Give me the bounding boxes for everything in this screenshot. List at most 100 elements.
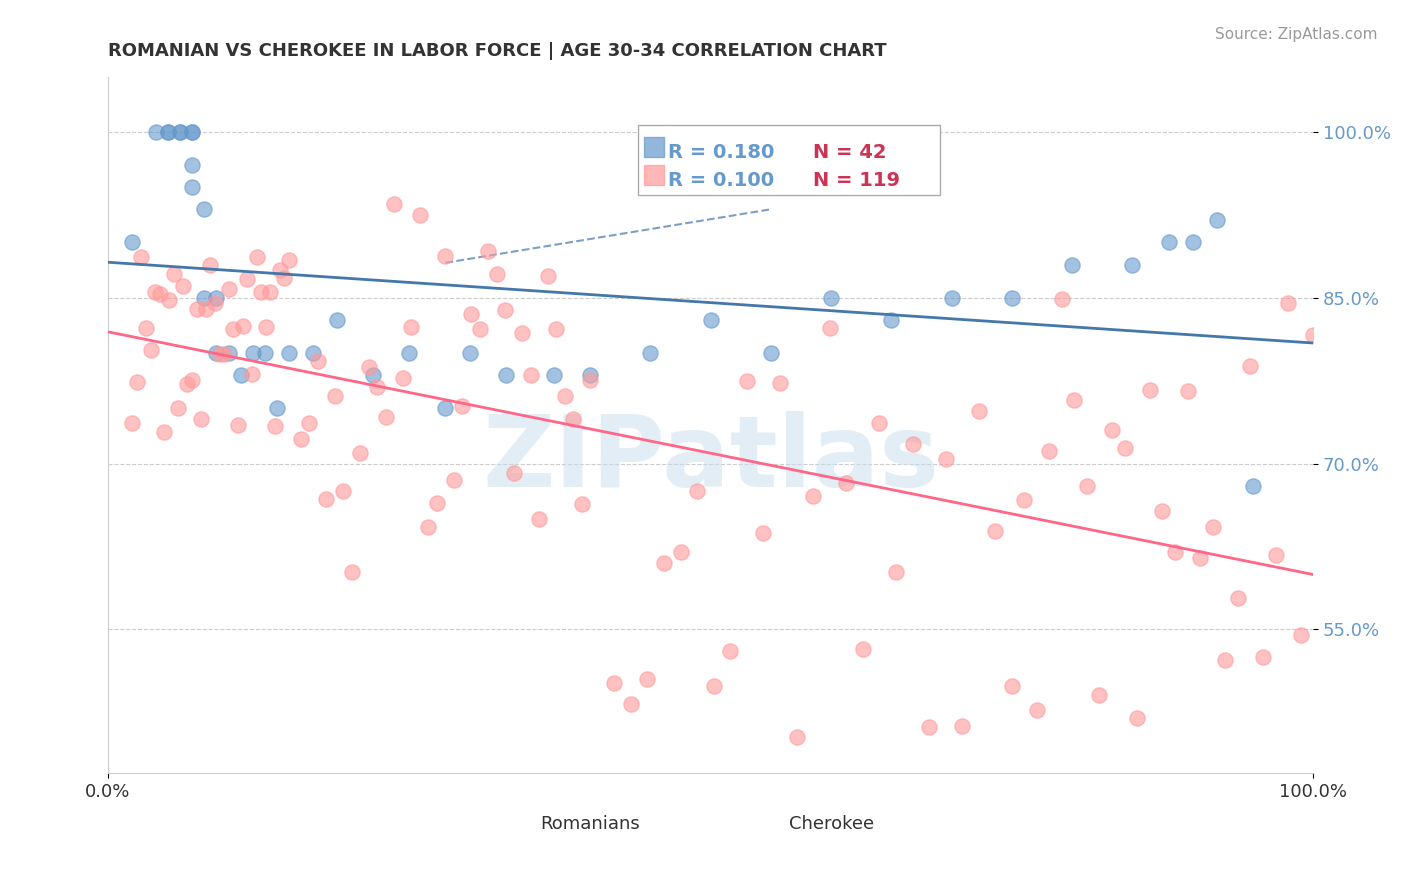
Point	[167, 401, 190, 416]
Point	[357, 359, 380, 374]
Point	[162, 268, 184, 282]
Point	[495, 368, 517, 383]
Point	[259, 285, 281, 299]
Text: ROMANIAN VS CHEROKEE IN LABOR FORCE | AGE 30-34 CORRELATION CHART: ROMANIAN VS CHEROKEE IN LABOR FORCE | AG…	[108, 42, 887, 60]
Point	[494, 303, 516, 318]
Text: R = 0.100: R = 0.100	[668, 170, 775, 190]
Point	[880, 313, 903, 327]
Point	[669, 545, 692, 559]
FancyBboxPatch shape	[506, 808, 541, 825]
Point	[1012, 493, 1035, 508]
Point	[640, 346, 662, 360]
Point	[273, 271, 295, 285]
Point	[1152, 503, 1174, 517]
Point	[242, 346, 264, 360]
Point	[1205, 213, 1227, 227]
Point	[269, 263, 291, 277]
Point	[205, 291, 228, 305]
Point	[135, 321, 157, 335]
Point	[181, 158, 204, 172]
Point	[172, 279, 194, 293]
Point	[1157, 235, 1180, 250]
Point	[208, 347, 231, 361]
Point	[245, 250, 267, 264]
Point	[935, 451, 957, 466]
Point	[835, 475, 858, 490]
Point	[967, 403, 990, 417]
Point	[820, 291, 842, 305]
Point	[434, 249, 457, 263]
Point	[543, 368, 565, 383]
Point	[229, 368, 252, 383]
Point	[374, 410, 396, 425]
Point	[703, 679, 725, 693]
Point	[1181, 235, 1204, 250]
Point	[1038, 444, 1060, 458]
Point	[636, 672, 658, 686]
Text: N = 42: N = 42	[813, 143, 887, 161]
Point	[194, 302, 217, 317]
Text: R = 0.180: R = 0.180	[668, 143, 775, 161]
Point	[477, 244, 499, 259]
Point	[153, 425, 176, 439]
Point	[139, 343, 162, 358]
Point	[125, 376, 148, 390]
Point	[620, 697, 643, 711]
Point	[884, 566, 907, 580]
Point	[1121, 258, 1143, 272]
Point	[818, 321, 841, 335]
Point	[852, 641, 875, 656]
Point	[401, 320, 423, 334]
Point	[315, 492, 337, 507]
Point	[1289, 628, 1312, 642]
Point	[1277, 295, 1299, 310]
FancyBboxPatch shape	[735, 808, 770, 825]
FancyBboxPatch shape	[638, 126, 939, 195]
Point	[181, 180, 204, 194]
Point	[169, 125, 191, 139]
Point	[186, 301, 208, 316]
Point	[181, 125, 204, 139]
Point	[759, 346, 782, 360]
Point	[1201, 520, 1223, 534]
Point	[1213, 653, 1236, 667]
Point	[121, 416, 143, 430]
Point	[1001, 291, 1024, 305]
Point	[458, 346, 481, 360]
Point	[1226, 591, 1249, 605]
Point	[786, 730, 808, 744]
Point	[226, 417, 249, 432]
Point	[460, 307, 482, 321]
Text: Source: ZipAtlas.com: Source: ZipAtlas.com	[1215, 27, 1378, 42]
Point	[232, 318, 254, 333]
Point	[718, 644, 741, 658]
Point	[205, 346, 228, 360]
Point	[145, 125, 167, 139]
Point	[536, 268, 558, 283]
Point	[398, 346, 420, 360]
Point	[218, 346, 240, 360]
Point	[253, 346, 276, 360]
Point	[250, 285, 273, 299]
Point	[121, 235, 143, 250]
Point	[950, 719, 973, 733]
Point	[1264, 549, 1286, 563]
Point	[519, 368, 541, 382]
Point	[277, 253, 299, 268]
Point	[1177, 384, 1199, 399]
Point	[1164, 544, 1187, 558]
Point	[254, 320, 277, 334]
Point	[193, 291, 215, 305]
Point	[451, 400, 474, 414]
Point	[1189, 551, 1212, 566]
Point	[157, 125, 180, 139]
Point	[181, 125, 204, 139]
Point	[443, 473, 465, 487]
Point	[579, 373, 602, 387]
Point	[752, 526, 775, 541]
Point	[984, 524, 1007, 538]
Text: Cherokee: Cherokee	[789, 815, 873, 833]
Point	[332, 484, 354, 499]
Point	[1101, 424, 1123, 438]
Point	[218, 282, 240, 296]
